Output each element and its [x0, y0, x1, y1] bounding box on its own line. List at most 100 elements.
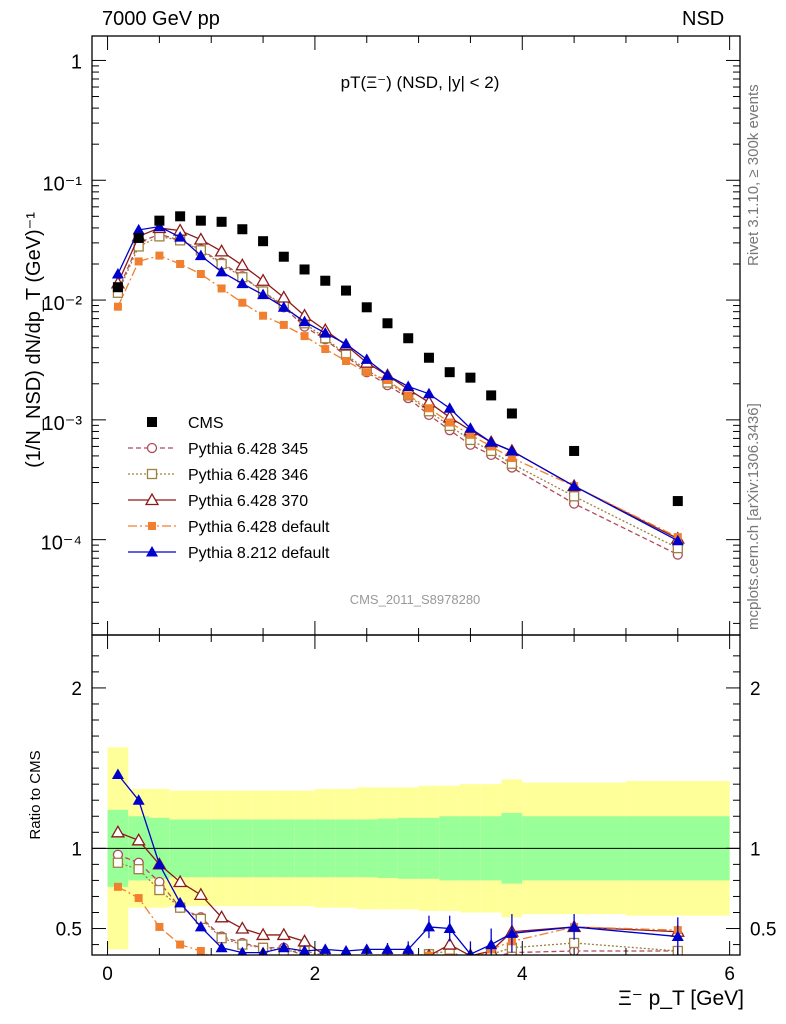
ratio-point-1 — [112, 857, 124, 868]
ratio-point-2 — [173, 874, 188, 888]
series-point-2 — [193, 232, 208, 245]
ratio-point-2 — [255, 927, 271, 941]
series-point-4 — [277, 301, 290, 312]
ratio-point-2 — [235, 921, 250, 934]
series-point-4 — [464, 422, 477, 433]
x-tick-label: 2 — [310, 964, 321, 985]
ratio-tick-label-left: 2 — [71, 679, 82, 700]
y-tick-label: 10⁻³ — [43, 413, 83, 435]
data-point — [672, 496, 683, 507]
x-tick-label: 0 — [102, 964, 113, 985]
ratio-line-2 — [117, 831, 678, 955]
series-point-3 — [155, 251, 164, 260]
legend-label: CMS — [188, 415, 224, 432]
legend-label: Pythia 6.428 370 — [188, 493, 308, 510]
watermark: CMS_2011_S8978280 — [350, 592, 481, 607]
series-point-3 — [279, 320, 288, 329]
ratio-tick-label-right: 1 — [750, 839, 761, 860]
y-tick-label: 10⁻⁴ — [41, 533, 82, 555]
data-point — [133, 232, 144, 243]
ratio-point-4 — [298, 944, 311, 955]
y-axis-label: (1/N_NSD) dN/dp_T (GeV)⁻¹ — [23, 212, 45, 468]
ratio-point-1 — [133, 864, 144, 875]
main-panel-series — [110, 211, 685, 560]
ratio-point-3 — [280, 961, 288, 969]
x-axis-label: Ξ⁻ p_T [GeV] — [618, 987, 744, 1010]
ratio-point-4 — [111, 768, 124, 780]
axis-ticks: 0 2 4 6 1 10⁻¹ 10⁻² 10⁻³ 10⁻⁴ 0.5 0.5 1 1 2 2 — [41, 36, 776, 985]
series-point-3 — [466, 430, 475, 439]
ratio-point-4 — [340, 944, 352, 955]
ratio-point-3 — [113, 882, 122, 891]
series-point-4 — [443, 402, 456, 413]
ratio-point-3 — [176, 940, 185, 949]
series-point-3 — [445, 418, 454, 427]
ratio-point-4 — [237, 946, 248, 955]
data-point — [569, 445, 580, 456]
x-tick-label: 4 — [517, 964, 528, 985]
series-point-4 — [381, 369, 394, 380]
ratio-point-0 — [384, 953, 391, 955]
series-point-4 — [236, 277, 249, 289]
ratio-point-3 — [155, 922, 164, 931]
ratio-point-1 — [342, 956, 351, 965]
ratio-line-4 — [117, 774, 678, 955]
data-point — [341, 285, 352, 296]
ratio-point-3 — [466, 957, 474, 965]
rivet-label: Rivet 3.1.10, ≥ 300k events — [745, 84, 762, 266]
series-point-1 — [154, 231, 165, 242]
ratio-point-1 — [466, 956, 475, 965]
ratio-point-3 — [259, 966, 267, 974]
ratio-point-4 — [132, 794, 145, 805]
ratio-point-3 — [445, 953, 454, 955]
ratio-point-0 — [362, 958, 371, 967]
series-point-4 — [257, 288, 270, 300]
series-point-4 — [298, 315, 311, 327]
data-point — [486, 390, 497, 401]
legend-marker — [148, 522, 156, 530]
series-point-4 — [132, 223, 145, 235]
series-point-3 — [362, 368, 371, 377]
data-point — [403, 333, 414, 344]
ratio-point-4 — [319, 943, 332, 954]
ratio-point-4 — [215, 941, 228, 953]
ratio-point-4 — [568, 920, 581, 932]
series-point-4 — [153, 220, 166, 232]
ratio-line-3 — [117, 886, 678, 955]
ratio-point-3 — [134, 894, 143, 903]
ratio-tick-label-right: 0.5 — [750, 920, 776, 941]
series-point-2 — [255, 273, 271, 286]
ratio-point-4 — [402, 943, 415, 954]
ratio-point-4 — [443, 922, 456, 934]
ratio-point-1 — [362, 956, 371, 965]
series-point-3 — [507, 454, 516, 463]
series-point-4 — [485, 436, 498, 447]
ratio-point-3 — [321, 961, 329, 969]
series-point-4 — [215, 265, 228, 277]
series-point-2 — [214, 244, 229, 257]
series-point-4 — [402, 380, 415, 391]
series-point-4 — [568, 480, 581, 491]
ratio-point-4 — [277, 941, 290, 953]
series-point-3 — [300, 332, 309, 341]
series-point-3 — [321, 345, 330, 354]
series-point-3 — [196, 269, 205, 278]
legend-marker — [146, 468, 158, 480]
legend-marker — [147, 417, 157, 427]
ratio-point-4 — [422, 920, 435, 932]
series-point-4 — [671, 534, 684, 546]
ratio-point-3 — [342, 963, 350, 971]
series-point-2 — [235, 257, 250, 271]
legend-label: Pythia 6.428 346 — [188, 467, 308, 484]
ratio-point-4 — [153, 858, 166, 869]
legend: CMS Pythia 6.428 345 Pythia 6.428 346 Pythi… — [128, 415, 330, 562]
series-layer — [110, 211, 685, 974]
ratio-point-2 — [442, 937, 457, 950]
series-point-4 — [174, 231, 187, 242]
data-point — [361, 302, 372, 313]
ratio-point-3 — [238, 966, 246, 974]
x-tick-label: 6 — [724, 964, 735, 985]
ratio-point-2 — [214, 909, 229, 923]
series-point-4 — [194, 249, 207, 261]
